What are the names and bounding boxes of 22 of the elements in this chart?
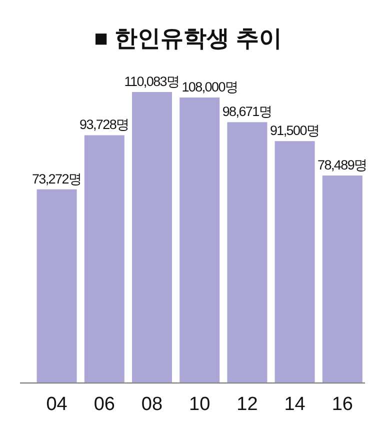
x-tick-label: 14 <box>284 394 306 415</box>
bar <box>84 135 124 383</box>
bar <box>322 176 362 383</box>
data-label: 93,728명 <box>80 117 130 132</box>
bar <box>132 92 172 383</box>
x-tick-label: 12 <box>236 394 258 415</box>
x-tick-label: 10 <box>189 394 210 415</box>
data-label: 78,489명 <box>318 158 368 173</box>
data-label: 110,083명 <box>124 74 180 89</box>
x-tick-label: 08 <box>141 394 163 415</box>
data-label: 98,671명 <box>222 104 272 120</box>
x-tick-label: 06 <box>94 394 115 415</box>
bar <box>180 98 220 383</box>
data-label: 91,500명 <box>270 123 320 138</box>
chart-title: ■ 한인유학생 추이 <box>94 25 282 51</box>
data-label: 73,272명 <box>32 171 82 186</box>
x-tick-label: 16 <box>332 394 353 415</box>
x-tick-label: 04 <box>46 394 68 415</box>
data-label: 108,000명 <box>182 80 238 95</box>
bar <box>227 122 268 383</box>
bar <box>274 141 315 383</box>
bar <box>36 189 77 383</box>
